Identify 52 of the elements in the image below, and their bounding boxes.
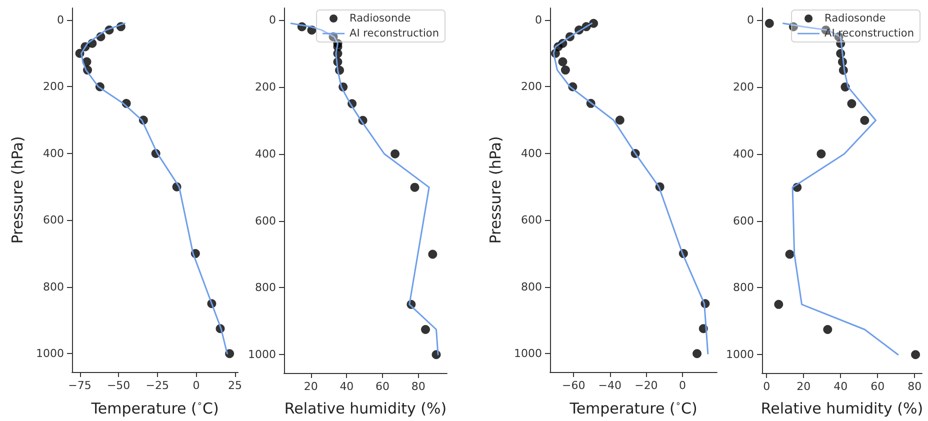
y-tick-label: 200 <box>254 80 276 94</box>
legend-label: AI reconstruction <box>350 28 440 40</box>
y-tick-label: 0 <box>268 14 276 27</box>
x-tick-label: 25 <box>228 379 242 392</box>
x-tick-label: 0 <box>192 379 200 392</box>
y-tick-label: 200 <box>732 80 754 94</box>
y-tick-label: 0 <box>57 14 64 27</box>
y-axis-title: Pressure (hPa) <box>8 136 27 244</box>
y-tick-label: 1000 <box>36 347 64 360</box>
y-tick-label: 600 <box>521 214 542 227</box>
y-tick-label: 600 <box>254 214 276 228</box>
y-tick-label: 800 <box>732 281 754 294</box>
y-tick-label: 400 <box>732 147 754 160</box>
y-tick-label: 400 <box>43 146 64 160</box>
x-axis-title: Temperature (∘C) <box>568 400 698 418</box>
y-axis-title: Pressure (hPa) <box>486 136 505 244</box>
y-tick-label: 600 <box>43 214 64 227</box>
x-axis-title: Relative humidity (%) <box>760 400 924 418</box>
x-tick-label: −50 <box>106 379 130 392</box>
y-tick-label: 800 <box>254 281 276 294</box>
x-tick-label: 20 <box>304 380 318 393</box>
x-tick-label: 40 <box>340 380 354 393</box>
x-tick-label: 80 <box>411 380 426 393</box>
x-tick-label: −60 <box>562 379 586 392</box>
y-tick-label: 200 <box>43 80 64 94</box>
x-tick-label: 40 <box>834 380 848 393</box>
legend-label: Radiosonde <box>824 12 886 24</box>
y-tick-label: 400 <box>254 147 276 160</box>
legend-label: AI reconstruction <box>824 28 914 40</box>
x-tick-label: −40 <box>598 379 622 392</box>
y-tick-label: 800 <box>521 280 542 294</box>
x-tick-label: 20 <box>796 380 811 393</box>
x-axis-title: Relative humidity (%) <box>284 400 447 418</box>
x-tick-label: 80 <box>908 380 922 393</box>
y-tick-label: 400 <box>521 146 542 160</box>
y-tick-label: 1000 <box>726 348 754 362</box>
y-tick-label: 0 <box>535 14 542 27</box>
x-tick-label: 60 <box>376 380 390 393</box>
x-tick-label: −20 <box>634 379 658 392</box>
x-tick-label: −75 <box>68 379 92 392</box>
x-tick-label: 0 <box>763 380 770 393</box>
y-tick-label: 0 <box>746 14 754 27</box>
y-tick-label: 600 <box>732 214 754 228</box>
y-tick-label: 800 <box>43 280 64 294</box>
y-tick-label: 200 <box>521 80 542 94</box>
y-tick-label: 1000 <box>248 348 276 362</box>
x-tick-label: 60 <box>870 380 885 393</box>
x-axis-title: Temperature (∘C) <box>90 400 219 418</box>
legend-label: Radiosonde <box>350 12 411 24</box>
y-tick-label: 1000 <box>514 347 542 360</box>
x-tick-label: −25 <box>146 379 169 392</box>
x-tick-label: 0 <box>679 379 686 392</box>
